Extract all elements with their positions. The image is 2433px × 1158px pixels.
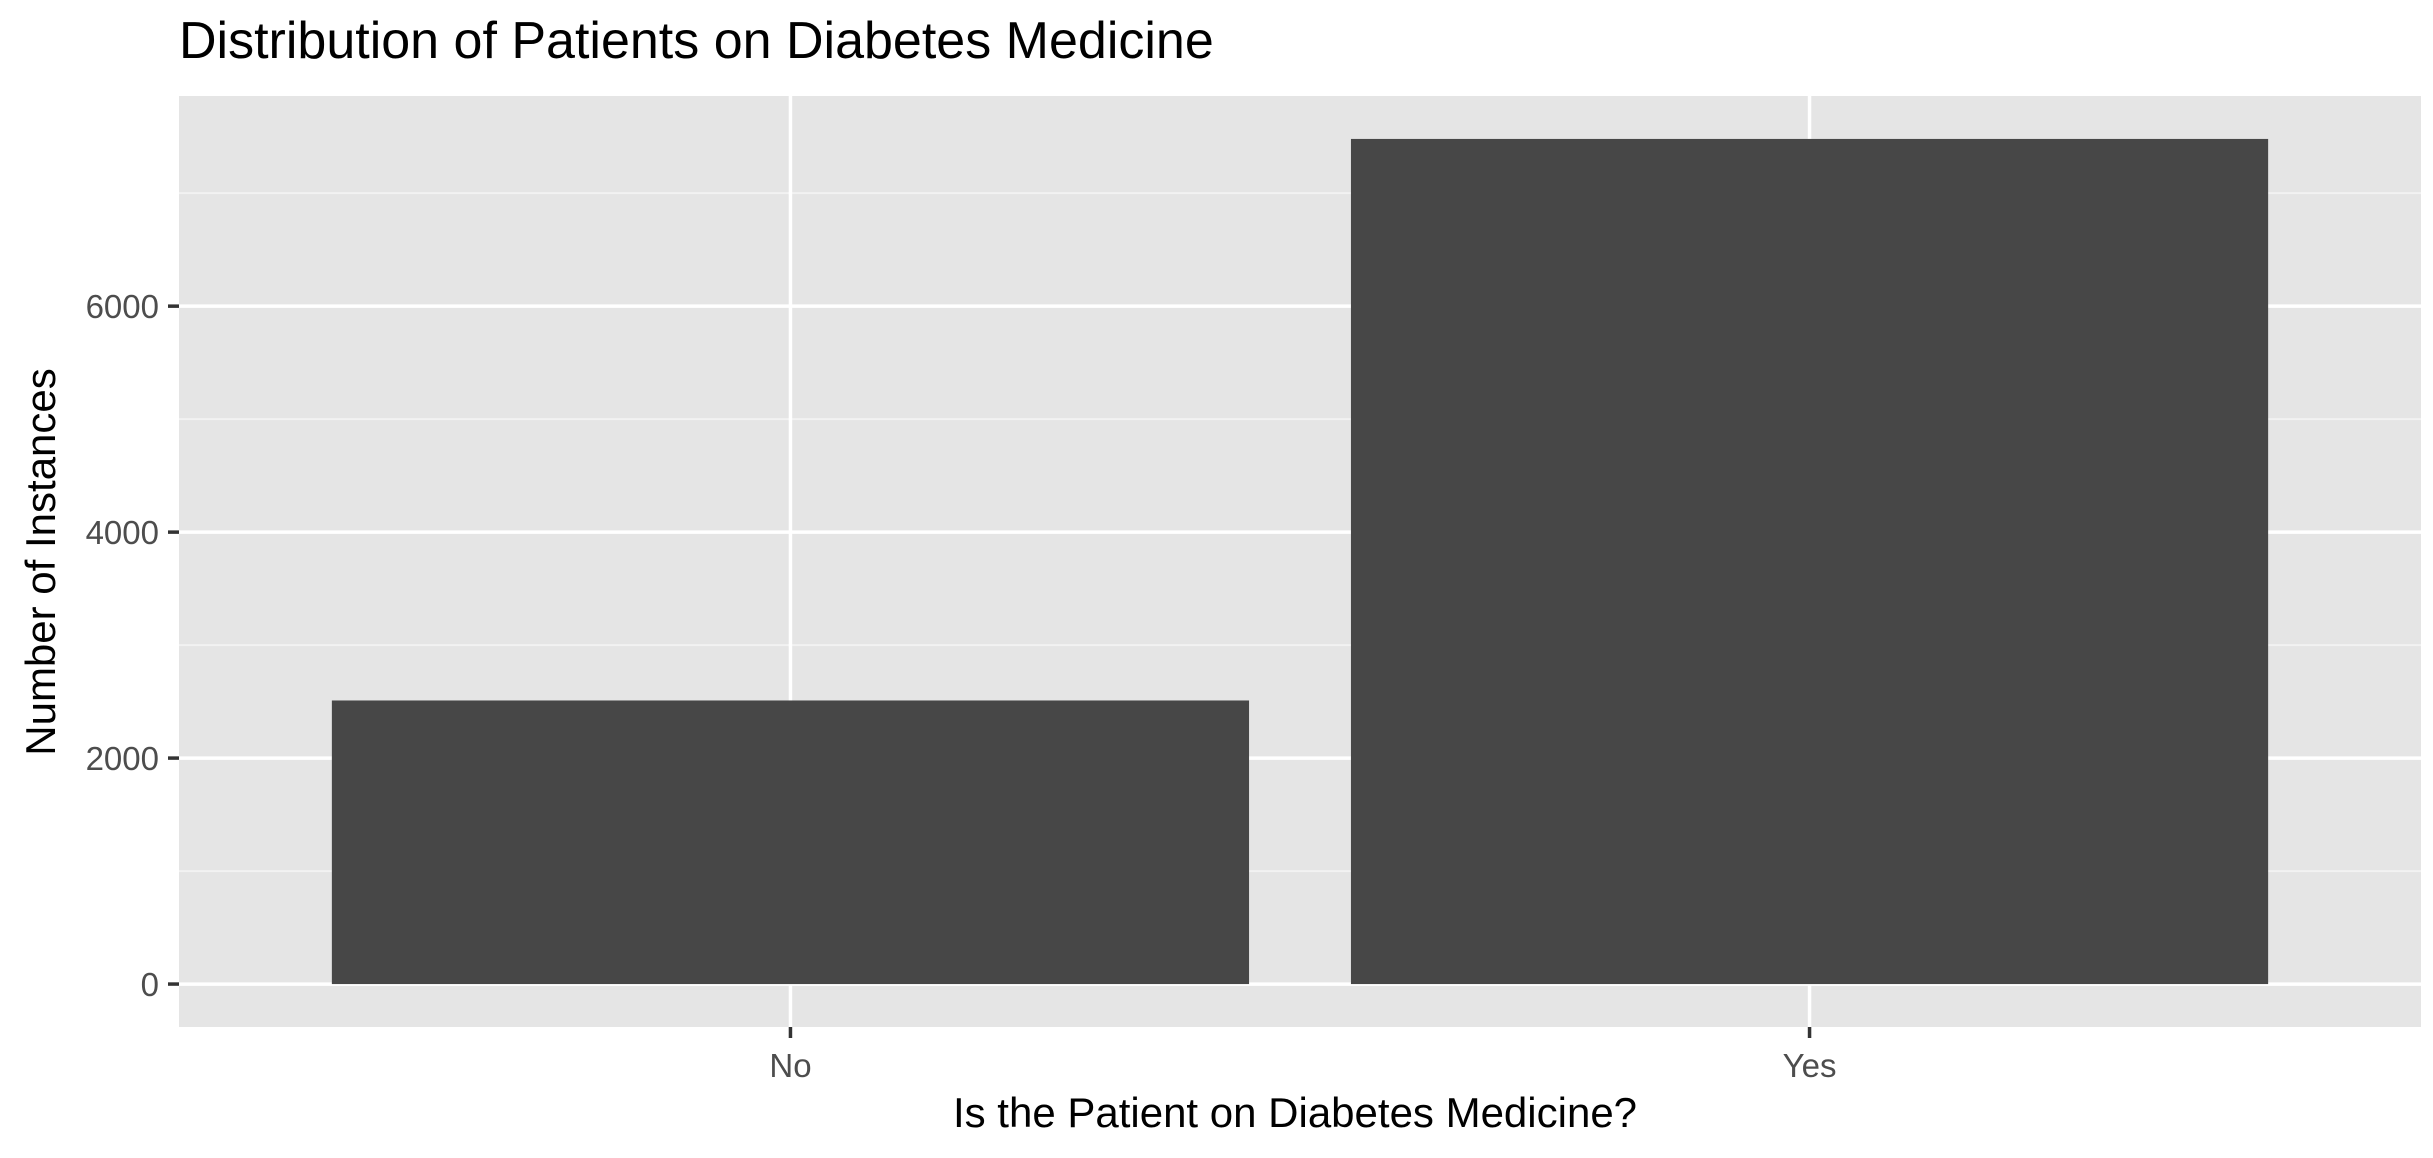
- bar-yes: [1350, 138, 2269, 985]
- y-tick-label: 0: [141, 966, 159, 1003]
- x-axis: No Yes: [769, 1027, 1836, 1084]
- y-tick-label: 6000: [86, 288, 159, 325]
- bars: [331, 138, 2269, 985]
- y-axis-title: Number of Instances: [17, 368, 64, 756]
- x-tick-label: No: [769, 1047, 811, 1084]
- y-tick-label: 4000: [86, 514, 159, 551]
- x-tick-label: Yes: [1783, 1047, 1837, 1084]
- y-axis: 0 2000 4000 6000: [86, 288, 179, 1003]
- bar-no: [331, 700, 1250, 985]
- chart-title: Distribution of Patients on Diabetes Med…: [179, 12, 1214, 70]
- x-axis-title: Is the Patient on Diabetes Medicine?: [953, 1089, 1637, 1136]
- y-tick-label: 2000: [86, 740, 159, 777]
